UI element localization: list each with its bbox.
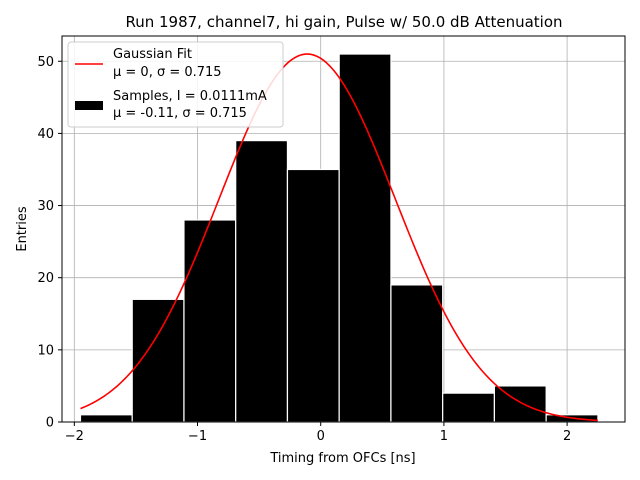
histogram-bar: [79, 414, 133, 423]
x-tick-label: 0: [317, 429, 325, 444]
histogram-bar: [286, 168, 340, 423]
y-tick-label: 10: [37, 343, 54, 358]
histogram-bars: [79, 53, 599, 423]
legend-samples-swatch: [75, 101, 103, 110]
legend-samples-label-2: μ = -0.11, σ = 0.715: [113, 106, 247, 121]
histogram-bar: [442, 392, 496, 423]
chart-title: Run 1987, channel7, hi gain, Pulse w/ 50…: [125, 13, 562, 31]
x-tick-label: −2: [65, 429, 84, 444]
legend-fit-label-2: μ = 0, σ = 0.715: [113, 65, 222, 80]
histogram-bar: [390, 284, 444, 423]
x-axis-ticks: −2 −1 0 1 2: [65, 422, 571, 444]
legend-samples-label-1: Samples, I = 0.0111mA: [113, 89, 267, 104]
y-tick-label: 30: [37, 199, 54, 214]
histogram-bar: [493, 385, 547, 423]
x-tick-label: 1: [440, 429, 448, 444]
x-axis-label: Timing from OFCs [ns]: [269, 451, 415, 466]
legend: Gaussian Fit μ = 0, σ = 0.715 Samples, I…: [67, 41, 284, 128]
y-tick-label: 40: [37, 127, 54, 142]
histogram-bar: [338, 53, 392, 423]
histogram-bar: [235, 140, 289, 423]
y-axis-label: Entries: [15, 206, 30, 252]
y-axis-ticks: 0 10 20 30 40 50: [37, 55, 62, 431]
y-tick-label: 0: [46, 416, 54, 431]
y-tick-label: 20: [37, 271, 54, 286]
gaussian-fit-curve: [80, 53, 598, 422]
y-tick-label: 50: [37, 55, 54, 70]
histogram-bar: [183, 219, 237, 423]
legend-fit-label-1: Gaussian Fit: [113, 47, 192, 62]
x-tick-label: −1: [188, 429, 207, 444]
legend-box: [67, 41, 284, 128]
plot-frame: [61, 35, 626, 423]
x-tick-label: 2: [563, 429, 571, 444]
